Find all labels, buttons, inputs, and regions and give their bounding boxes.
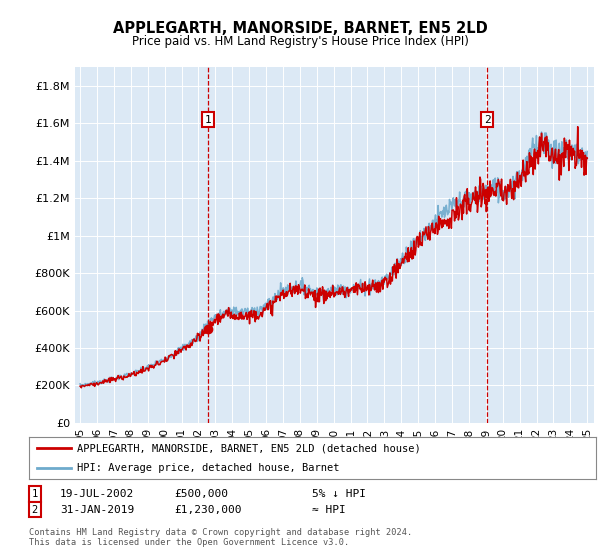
Text: £500,000: £500,000 [174,489,228,499]
Text: 19-JUL-2002: 19-JUL-2002 [60,489,134,499]
Text: 2: 2 [484,115,491,125]
Text: 1: 1 [32,489,38,499]
Text: Price paid vs. HM Land Registry's House Price Index (HPI): Price paid vs. HM Land Registry's House … [131,35,469,48]
Text: Contains HM Land Registry data © Crown copyright and database right 2024.
This d: Contains HM Land Registry data © Crown c… [29,528,412,547]
Text: 2: 2 [32,505,38,515]
Text: 31-JAN-2019: 31-JAN-2019 [60,505,134,515]
Text: HPI: Average price, detached house, Barnet: HPI: Average price, detached house, Barn… [77,463,340,473]
Text: ≈ HPI: ≈ HPI [312,505,346,515]
Text: £1,230,000: £1,230,000 [174,505,241,515]
Text: 1: 1 [205,115,211,125]
Text: APPLEGARTH, MANORSIDE, BARNET, EN5 2LD (detached house): APPLEGARTH, MANORSIDE, BARNET, EN5 2LD (… [77,443,421,453]
Text: 5% ↓ HPI: 5% ↓ HPI [312,489,366,499]
Text: APPLEGARTH, MANORSIDE, BARNET, EN5 2LD: APPLEGARTH, MANORSIDE, BARNET, EN5 2LD [113,21,487,36]
